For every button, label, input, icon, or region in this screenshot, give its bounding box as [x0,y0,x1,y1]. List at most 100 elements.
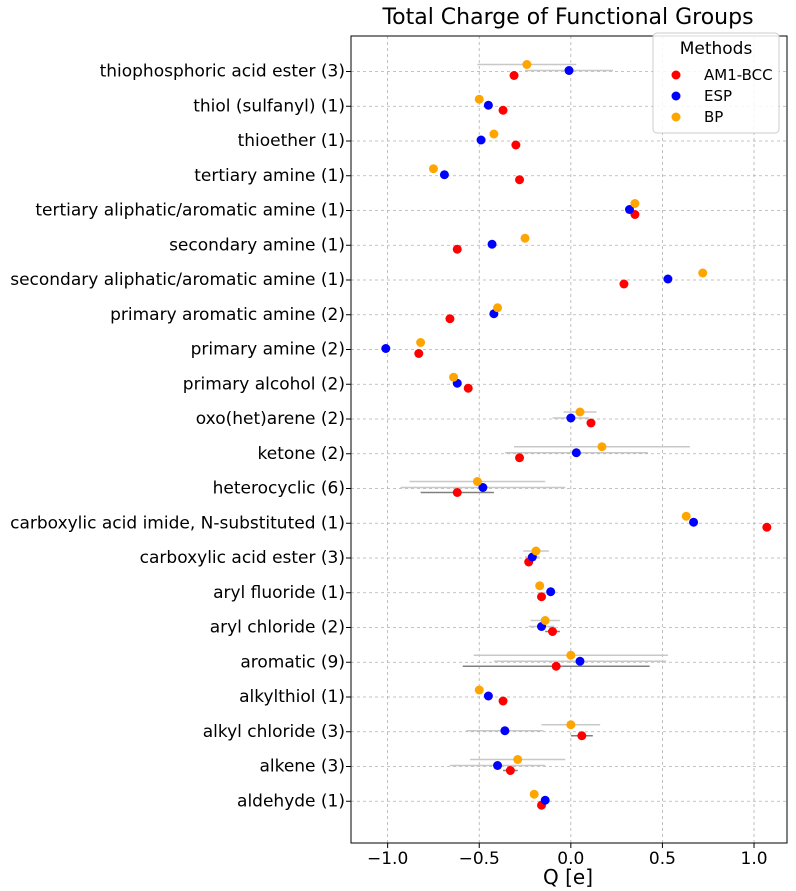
data-point [445,314,455,324]
category-label: aldehyde (1) [237,791,345,811]
data-point [474,94,484,104]
data-point [498,696,508,706]
data-point [537,592,547,602]
data-point [463,383,473,393]
data-point [513,755,523,764]
data-point [575,656,585,666]
data-point [509,71,519,80]
data-point [586,418,596,428]
plot-frame [350,35,788,844]
data-point [529,789,539,799]
data-point [762,522,772,532]
error-bar-layer [400,63,690,772]
data-point [564,66,574,75]
data-point [566,413,576,423]
category-label: carboxylic acid ester (3) [140,548,345,568]
category-label: heterocyclic (6) [213,479,345,499]
category-label: tertiary amine (1) [194,166,345,186]
x-tick-label: −0.5 [459,849,500,869]
data-point [381,344,391,353]
category-label: thiophosphoric acid ester (3) [100,62,345,82]
data-point [546,587,556,597]
data-point [511,140,521,150]
category-label: aryl fluoride (1) [213,583,345,603]
data-point [522,60,532,69]
data-point [478,483,488,492]
data-point [571,448,581,458]
data-point [483,100,493,110]
data-point [505,766,515,775]
data-point [548,627,558,636]
category-label: secondary amine (1) [169,235,345,255]
legend-title: Methods [680,39,753,59]
grid-layer [351,36,787,843]
category-label: primary alcohol (2) [183,374,345,394]
data-point [500,726,510,736]
x-tick-label: 0.5 [649,849,676,869]
x-tick-label: −1.0 [367,849,408,869]
x-axis-label: Q [e] [543,865,593,889]
data-point [439,170,449,180]
category-label: secondary aliphatic/aromatic amine (1) [10,270,345,290]
data-point [493,761,503,770]
legend-marker [671,112,681,122]
category-label: primary aromatic amine (2) [110,305,345,325]
category-label: carboxylic acid imide, N-substituted (1) [10,513,345,533]
data-point [414,349,424,358]
data-point [619,279,629,289]
data-point [597,442,607,452]
chart-title: Total Charge of Functional Groups [381,5,753,30]
data-point [489,129,499,139]
legend-box [652,32,780,134]
data-point [535,581,545,591]
legend: Methods AM1-BCC ESP BP [652,32,780,134]
data-point [476,135,486,145]
data-point [551,661,561,671]
category-label: thioether (1) [238,131,345,151]
category-label: oxo(het)arene (2) [196,409,345,429]
category-label: alkylthiol (1) [239,687,345,707]
category-label: alkene (3) [259,757,345,777]
data-point [531,546,541,556]
data-point [663,274,673,284]
data-point [487,239,497,249]
category-label: primary amine (2) [191,340,345,360]
category-label: alkyl chloride (3) [203,722,345,742]
data-point [575,407,585,417]
y-tick-layer: thiophosphoric acid ester (3) thiol (sulf… [10,62,351,811]
data-point [472,477,482,486]
x-tick-label: 1.0 [741,849,768,869]
legend-marker [671,70,681,80]
legend-marker [671,91,681,101]
x-tick-layer: −1.0 −0.5 0.0 0.5 1.0 [367,843,768,869]
data-point [493,303,503,313]
data-point [515,453,525,463]
data-point [540,795,550,805]
category-label: thiol (sulfanyl) (1) [193,96,345,116]
data-point [681,511,691,521]
data-point [540,616,550,625]
data-point [566,650,576,660]
legend-entry: ESP [704,87,732,105]
category-label: aryl chloride (2) [210,618,345,638]
data-point [452,244,462,254]
data-point [698,268,708,278]
data-point [474,685,484,695]
data-point [416,338,426,347]
data-point [624,205,634,214]
category-label: tertiary aliphatic/aromatic amine (1) [35,201,345,221]
legend-entry: BP [704,108,723,126]
data-point [630,199,640,208]
data-point [452,488,462,497]
data-point [566,720,576,730]
data-point [498,105,508,115]
data-point [515,175,525,185]
data-point [689,517,699,527]
x-tick-label: 0.0 [557,849,584,869]
data-point [483,691,493,701]
data-point [449,372,459,382]
data-point [520,233,530,243]
category-label: aromatic (9) [240,652,345,672]
data-point [428,164,438,174]
